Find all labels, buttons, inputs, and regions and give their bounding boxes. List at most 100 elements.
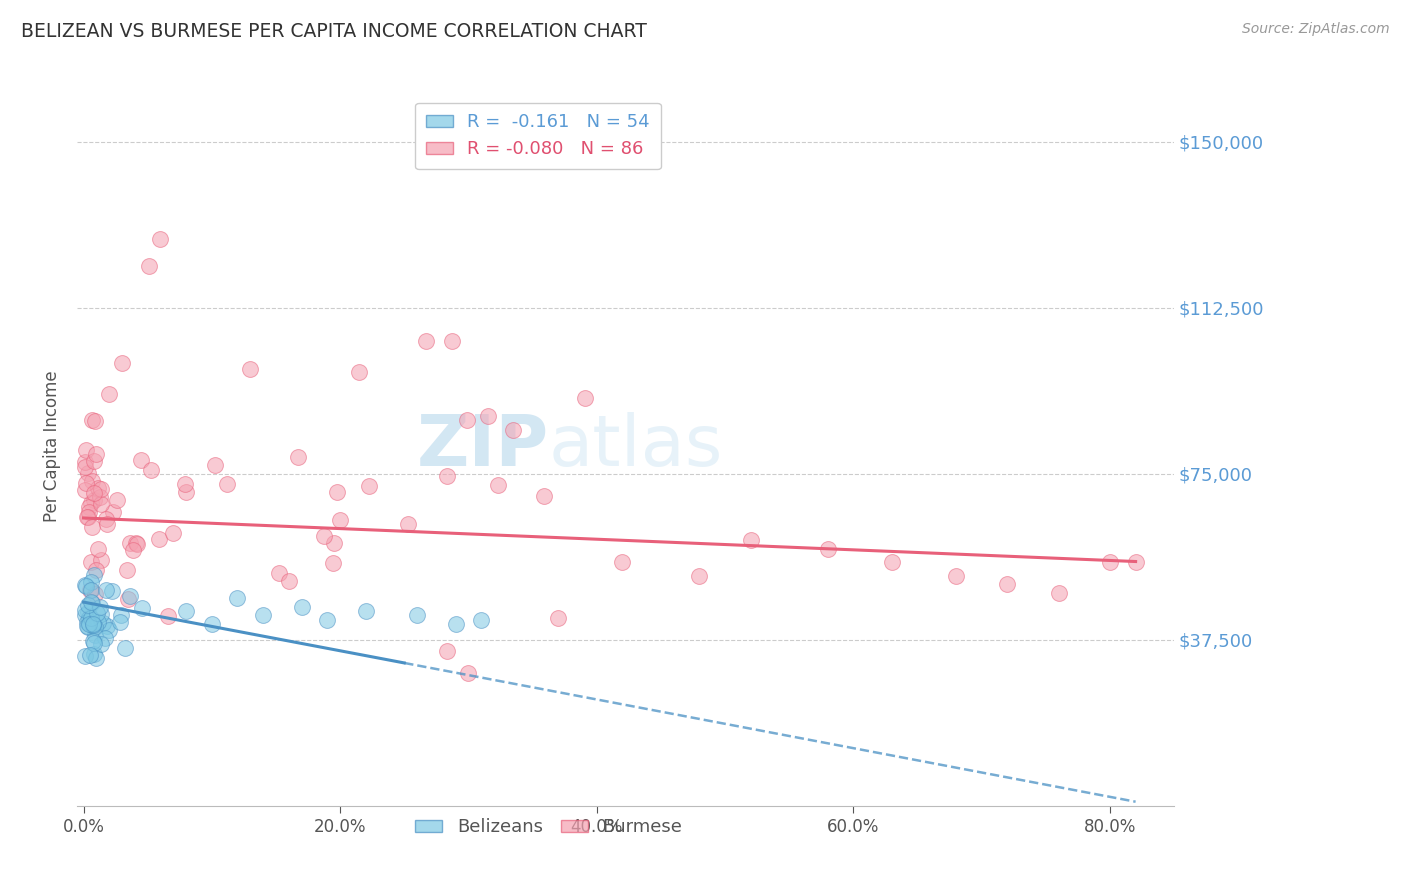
Point bbox=[157, 609, 180, 624]
Point bbox=[79, 648, 101, 663]
Point bbox=[149, 232, 172, 246]
Point bbox=[73, 648, 96, 663]
Point bbox=[75, 475, 97, 490]
Text: ZIP: ZIP bbox=[416, 411, 548, 481]
Y-axis label: Per Capita Income: Per Capita Income bbox=[44, 370, 60, 522]
Point bbox=[486, 478, 509, 492]
Point bbox=[76, 620, 98, 634]
Point bbox=[73, 460, 96, 475]
Point bbox=[502, 423, 524, 437]
Point bbox=[80, 574, 103, 589]
Point bbox=[97, 387, 120, 401]
Point bbox=[398, 517, 420, 532]
Text: Source: ZipAtlas.com: Source: ZipAtlas.com bbox=[1241, 22, 1389, 37]
Point bbox=[94, 582, 117, 597]
Point bbox=[574, 392, 596, 406]
Point bbox=[118, 589, 141, 603]
Point bbox=[89, 599, 111, 614]
Point bbox=[76, 510, 98, 524]
Point bbox=[80, 413, 103, 427]
Point bbox=[287, 450, 309, 465]
Point bbox=[359, 479, 381, 493]
Point bbox=[114, 641, 136, 656]
Point bbox=[86, 615, 108, 629]
Point bbox=[87, 542, 110, 557]
Legend: Belizeans, Burmese: Belizeans, Burmese bbox=[408, 811, 689, 844]
Point bbox=[105, 493, 128, 508]
Point bbox=[82, 633, 104, 648]
Point bbox=[945, 568, 967, 582]
Point bbox=[82, 619, 104, 633]
Point bbox=[995, 577, 1018, 591]
Point bbox=[90, 636, 112, 650]
Point bbox=[77, 504, 100, 518]
Point bbox=[118, 536, 141, 550]
Point bbox=[436, 644, 458, 658]
Point bbox=[79, 582, 101, 597]
Point bbox=[80, 474, 103, 488]
Point bbox=[84, 564, 107, 578]
Point bbox=[215, 476, 238, 491]
Point bbox=[90, 482, 112, 496]
Point bbox=[90, 496, 112, 510]
Point bbox=[86, 606, 108, 620]
Point bbox=[162, 526, 184, 541]
Point bbox=[125, 536, 148, 550]
Point bbox=[457, 665, 479, 680]
Point bbox=[82, 596, 104, 610]
Point bbox=[291, 599, 314, 614]
Point bbox=[406, 608, 429, 623]
Point bbox=[90, 607, 112, 622]
Point bbox=[79, 496, 101, 510]
Point bbox=[347, 365, 370, 379]
Point bbox=[75, 443, 97, 458]
Point bbox=[83, 454, 105, 468]
Point bbox=[322, 556, 344, 570]
Point bbox=[122, 542, 145, 557]
Point bbox=[80, 520, 103, 534]
Point bbox=[252, 608, 274, 623]
Point bbox=[77, 611, 100, 625]
Point bbox=[436, 469, 458, 483]
Point bbox=[239, 361, 262, 376]
Point bbox=[129, 453, 152, 467]
Point bbox=[84, 620, 107, 634]
Point bbox=[880, 555, 903, 569]
Point bbox=[94, 631, 117, 645]
Point bbox=[226, 591, 249, 605]
Text: atlas: atlas bbox=[548, 411, 723, 481]
Point bbox=[277, 574, 299, 589]
Point bbox=[76, 615, 98, 630]
Point bbox=[115, 563, 138, 577]
Point bbox=[80, 556, 103, 570]
Point bbox=[174, 604, 197, 618]
Point bbox=[441, 334, 464, 348]
Point bbox=[415, 334, 437, 348]
Point bbox=[73, 483, 96, 497]
Point bbox=[1098, 555, 1121, 569]
Point bbox=[322, 536, 344, 550]
Point bbox=[84, 628, 107, 642]
Point bbox=[76, 509, 98, 524]
Point bbox=[547, 611, 569, 625]
Point bbox=[101, 505, 124, 519]
Point bbox=[77, 598, 100, 612]
Point bbox=[312, 529, 335, 543]
Point bbox=[174, 485, 197, 500]
Point bbox=[77, 500, 100, 514]
Point bbox=[204, 458, 226, 473]
Point bbox=[125, 536, 148, 550]
Point bbox=[79, 617, 101, 632]
Point bbox=[84, 414, 107, 428]
Point bbox=[148, 532, 170, 546]
Point bbox=[97, 624, 120, 638]
Point bbox=[91, 616, 114, 631]
Point bbox=[89, 490, 111, 504]
Point bbox=[201, 617, 224, 632]
Point bbox=[139, 463, 162, 477]
Point bbox=[456, 413, 478, 427]
Point bbox=[325, 485, 347, 500]
Point bbox=[77, 605, 100, 619]
Point bbox=[110, 356, 132, 370]
Point bbox=[82, 616, 104, 631]
